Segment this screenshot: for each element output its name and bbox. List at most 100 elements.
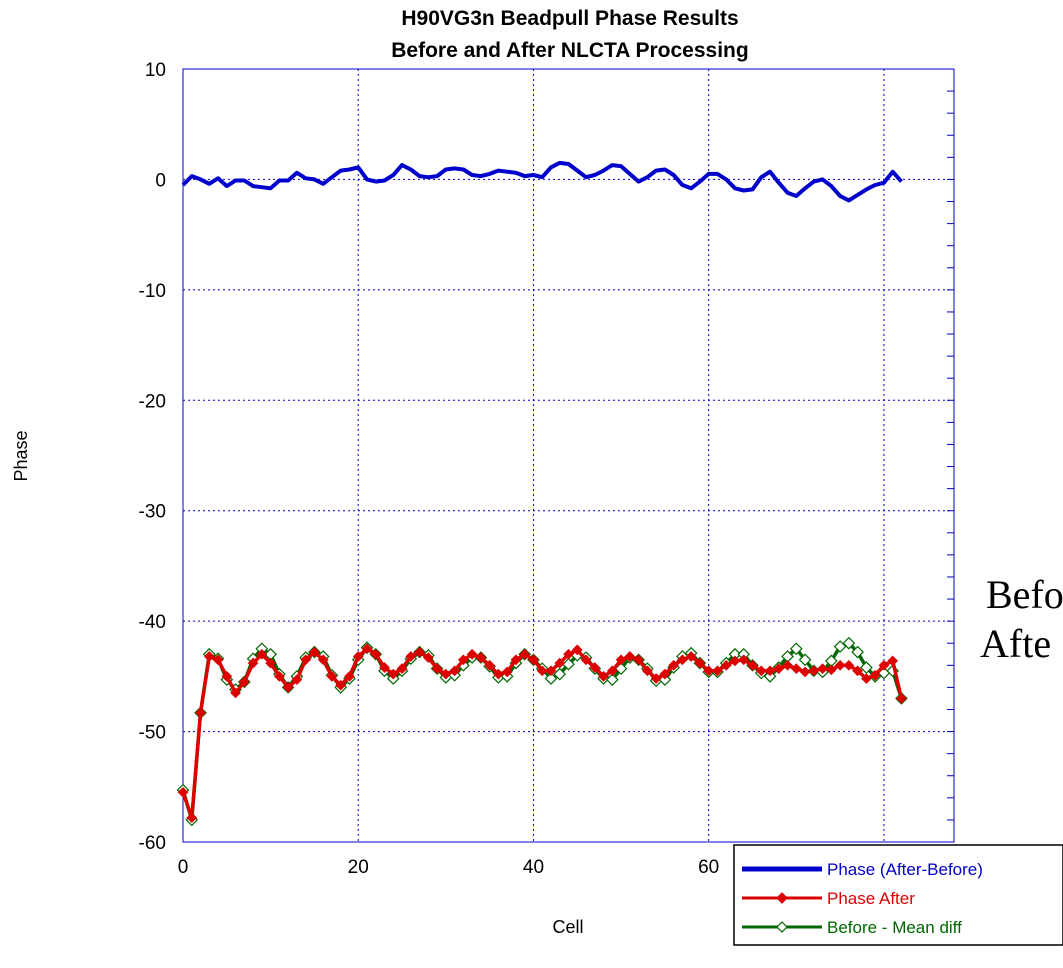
data-point [633, 654, 644, 666]
data-point [309, 646, 320, 658]
data-point [554, 657, 566, 669]
y-axis-label: Phase [11, 430, 31, 481]
data-point [571, 644, 583, 656]
data-point [247, 657, 259, 669]
y-tick-label: -10 [139, 281, 166, 302]
data-point [361, 643, 373, 655]
data-point [842, 636, 856, 650]
y-tick-label: 0 [155, 170, 166, 191]
data-point [422, 652, 434, 663]
data-point [274, 671, 285, 682]
data-point [230, 687, 241, 699]
data-point [282, 682, 294, 693]
y-tick-label: -60 [139, 833, 166, 854]
axis-ticks [947, 68, 954, 843]
data-point [291, 674, 303, 686]
data-point [685, 651, 697, 662]
chart-subtitle: Before and After NLCTA Processing [391, 39, 748, 62]
data-point [798, 653, 812, 667]
x-tick-label: 20 [348, 857, 369, 878]
data-point [405, 651, 417, 662]
data-point [440, 668, 452, 680]
data-point [747, 659, 758, 671]
data-point [755, 665, 767, 677]
data-point [352, 651, 364, 662]
data-point [878, 659, 890, 671]
data-point [833, 640, 847, 653]
data-point [790, 663, 802, 674]
data-point [887, 655, 899, 667]
data-point [370, 648, 382, 660]
data-point [458, 654, 469, 666]
series-layer [176, 160, 908, 827]
data-point [519, 648, 531, 660]
data-point [763, 670, 777, 683]
data-point [869, 669, 881, 681]
data-point [729, 655, 741, 667]
x-axis-label: Cell [552, 917, 583, 937]
data-point [545, 665, 557, 677]
y-tick-label: -50 [139, 723, 166, 744]
data-point [344, 671, 355, 682]
data-point [396, 663, 408, 674]
data-point [562, 657, 575, 671]
data-point [808, 665, 820, 677]
data-point [615, 654, 627, 666]
data-point [659, 668, 671, 680]
data-point [668, 659, 679, 671]
data-point [501, 666, 513, 678]
series-line [181, 160, 903, 203]
data-point [852, 665, 863, 677]
data-point [317, 654, 329, 666]
data-point [265, 657, 276, 669]
data-point [484, 659, 495, 671]
x-tick-label: 60 [698, 857, 719, 878]
data-point [466, 648, 478, 660]
data-point [650, 673, 662, 684]
grid-lines [183, 69, 954, 842]
series-1 [177, 643, 907, 824]
data-point [677, 654, 688, 666]
data-point [712, 665, 723, 677]
data-point [300, 654, 312, 666]
data-point [379, 662, 390, 673]
data-point [896, 693, 907, 704]
data-point [387, 668, 399, 680]
data-point [256, 648, 268, 660]
data-point [553, 667, 567, 681]
side-annotation-line2: Afte [980, 621, 1051, 666]
data-point [624, 651, 636, 662]
data-point [720, 659, 732, 671]
y-tick-label: -30 [139, 502, 166, 523]
y-tick-label: -20 [139, 391, 166, 412]
data-point [773, 663, 785, 674]
series-0 [181, 160, 903, 203]
data-point [335, 679, 347, 691]
data-point [799, 666, 811, 678]
data-point [606, 665, 618, 677]
y-tick-label: 10 [145, 60, 166, 81]
data-point [605, 673, 619, 687]
data-point [589, 662, 601, 673]
data-point [817, 663, 828, 674]
data-point [431, 663, 443, 674]
data-point [414, 646, 425, 658]
data-point [782, 659, 793, 671]
data-point [764, 665, 776, 677]
legend-label: Before - Mean diff [827, 918, 962, 937]
data-point [738, 654, 750, 666]
data-point [177, 786, 189, 798]
legend-marker [776, 892, 788, 904]
legend-label: Phase After [827, 889, 915, 908]
data-point [536, 665, 548, 677]
data-point [203, 651, 215, 662]
chart-title: H90VG3n Beadpull Phase Results [401, 7, 738, 30]
legend-label: Phase (After-Before) [827, 860, 983, 879]
x-tick-label: 0 [178, 857, 189, 878]
data-point [528, 654, 539, 666]
data-point [825, 664, 837, 676]
data-point [642, 665, 653, 677]
tick-labels: 0 20 40 60 10 0 -10 -20 -30 -40 -50 -60 [139, 60, 720, 878]
data-point [598, 671, 609, 682]
data-point [326, 671, 338, 682]
